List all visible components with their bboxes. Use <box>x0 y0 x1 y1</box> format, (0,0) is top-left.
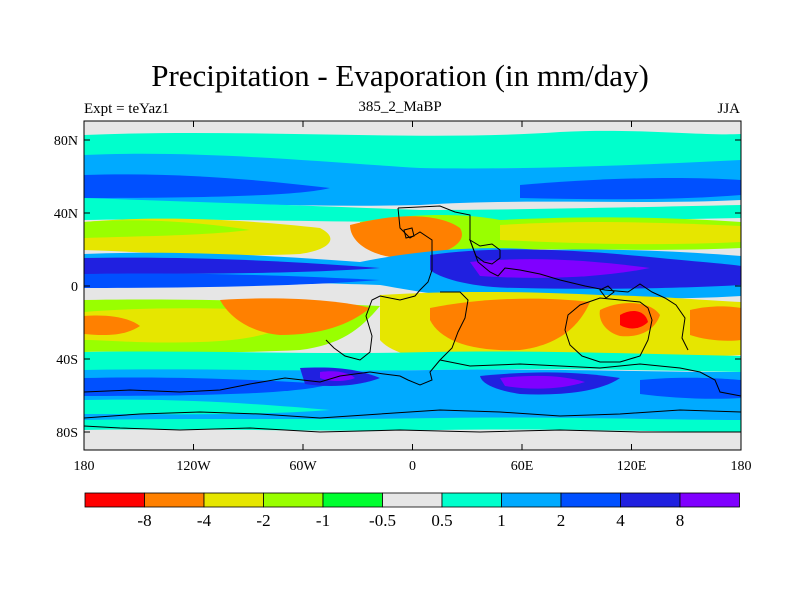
experiment-label: Expt = teYaz1 <box>84 101 170 117</box>
season-label: JJA <box>717 101 740 117</box>
colorbar-swatch <box>322 492 383 508</box>
y-tick-label: 40N <box>54 207 78 222</box>
colorbar-swatch <box>84 492 145 508</box>
colorbar-label: 4 <box>616 511 625 530</box>
colorbar-label: -1 <box>316 511 330 530</box>
x-tick-label: 120E <box>617 459 647 474</box>
colorbar-swatch <box>382 492 443 508</box>
x-tick-label: 120W <box>176 459 211 474</box>
y-tick-label: 80N <box>54 134 78 149</box>
colorbar-label: 2 <box>557 511 566 530</box>
colorbar-swatch <box>441 492 502 508</box>
colorbar-label: -4 <box>197 511 212 530</box>
map-title: Precipitation - Evaporation (in mm/day) <box>151 58 649 93</box>
colorbar-swatch <box>620 492 681 508</box>
period-label: 385_2_MaBP <box>358 99 442 115</box>
colorbar-label: -2 <box>256 511 270 530</box>
colorbar-labels: -8 -4 -2 -1 -0.5 0.5 1 2 4 8 <box>137 511 684 530</box>
y-tick-label: 80S <box>56 426 78 441</box>
colorbar-label: -8 <box>137 511 151 530</box>
map-field <box>84 121 741 450</box>
x-tick-label: 60E <box>511 459 534 474</box>
x-tick-label: 0 <box>409 459 416 474</box>
colorbar-swatch <box>144 492 205 508</box>
y-axis: 80N 40N 0 40S 80S <box>54 134 741 441</box>
colorbar-label: 8 <box>676 511 685 530</box>
x-axis: 180 120W 60W 0 60E 120E 180 <box>74 121 752 474</box>
colorbar-swatch <box>263 492 324 508</box>
colorbar-label: 1 <box>497 511 506 530</box>
colorbar-label: -0.5 <box>369 511 396 530</box>
x-tick-label: 60W <box>289 459 317 474</box>
colorbar-swatch <box>501 492 562 508</box>
x-tick-label: 180 <box>731 459 752 474</box>
x-tick-label: 180 <box>74 459 95 474</box>
colorbar-swatch <box>560 492 621 508</box>
colorbar-label: 0.5 <box>431 511 452 530</box>
y-tick-label: 0 <box>71 280 78 295</box>
colorbar <box>84 492 740 508</box>
colorbar-swatch <box>679 492 740 508</box>
y-tick-label: 40S <box>56 353 78 368</box>
colorbar-swatch <box>203 492 264 508</box>
